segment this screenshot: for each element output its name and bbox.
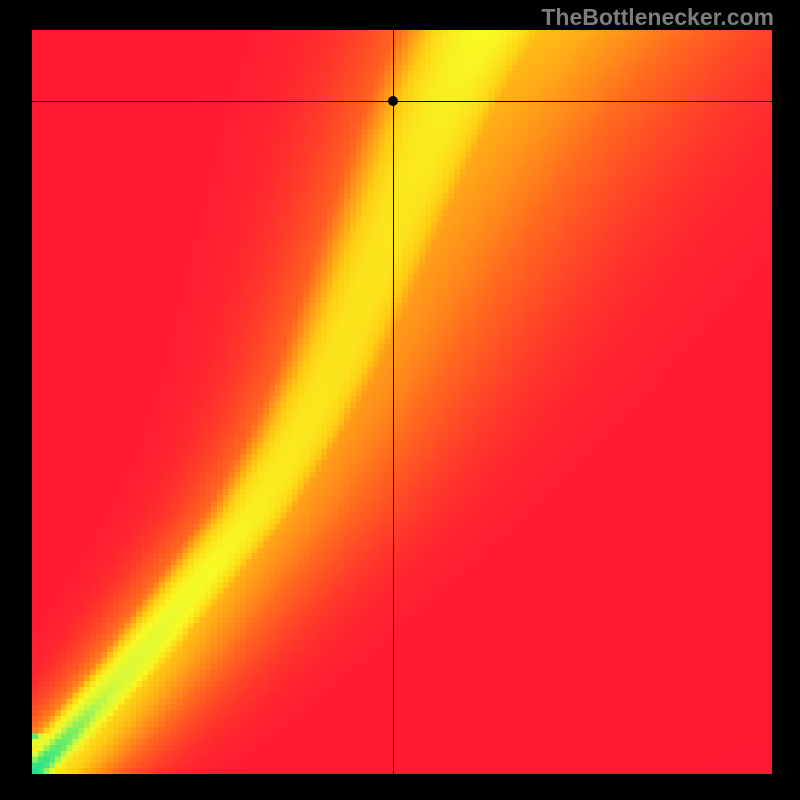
crosshair-horizontal (32, 101, 772, 102)
crosshair-vertical (393, 30, 394, 774)
bottleneck-heatmap (32, 30, 772, 774)
selection-marker (388, 96, 398, 106)
chart-container: TheBottlenecker.com (0, 0, 800, 800)
watermark-text: TheBottlenecker.com (541, 4, 774, 31)
